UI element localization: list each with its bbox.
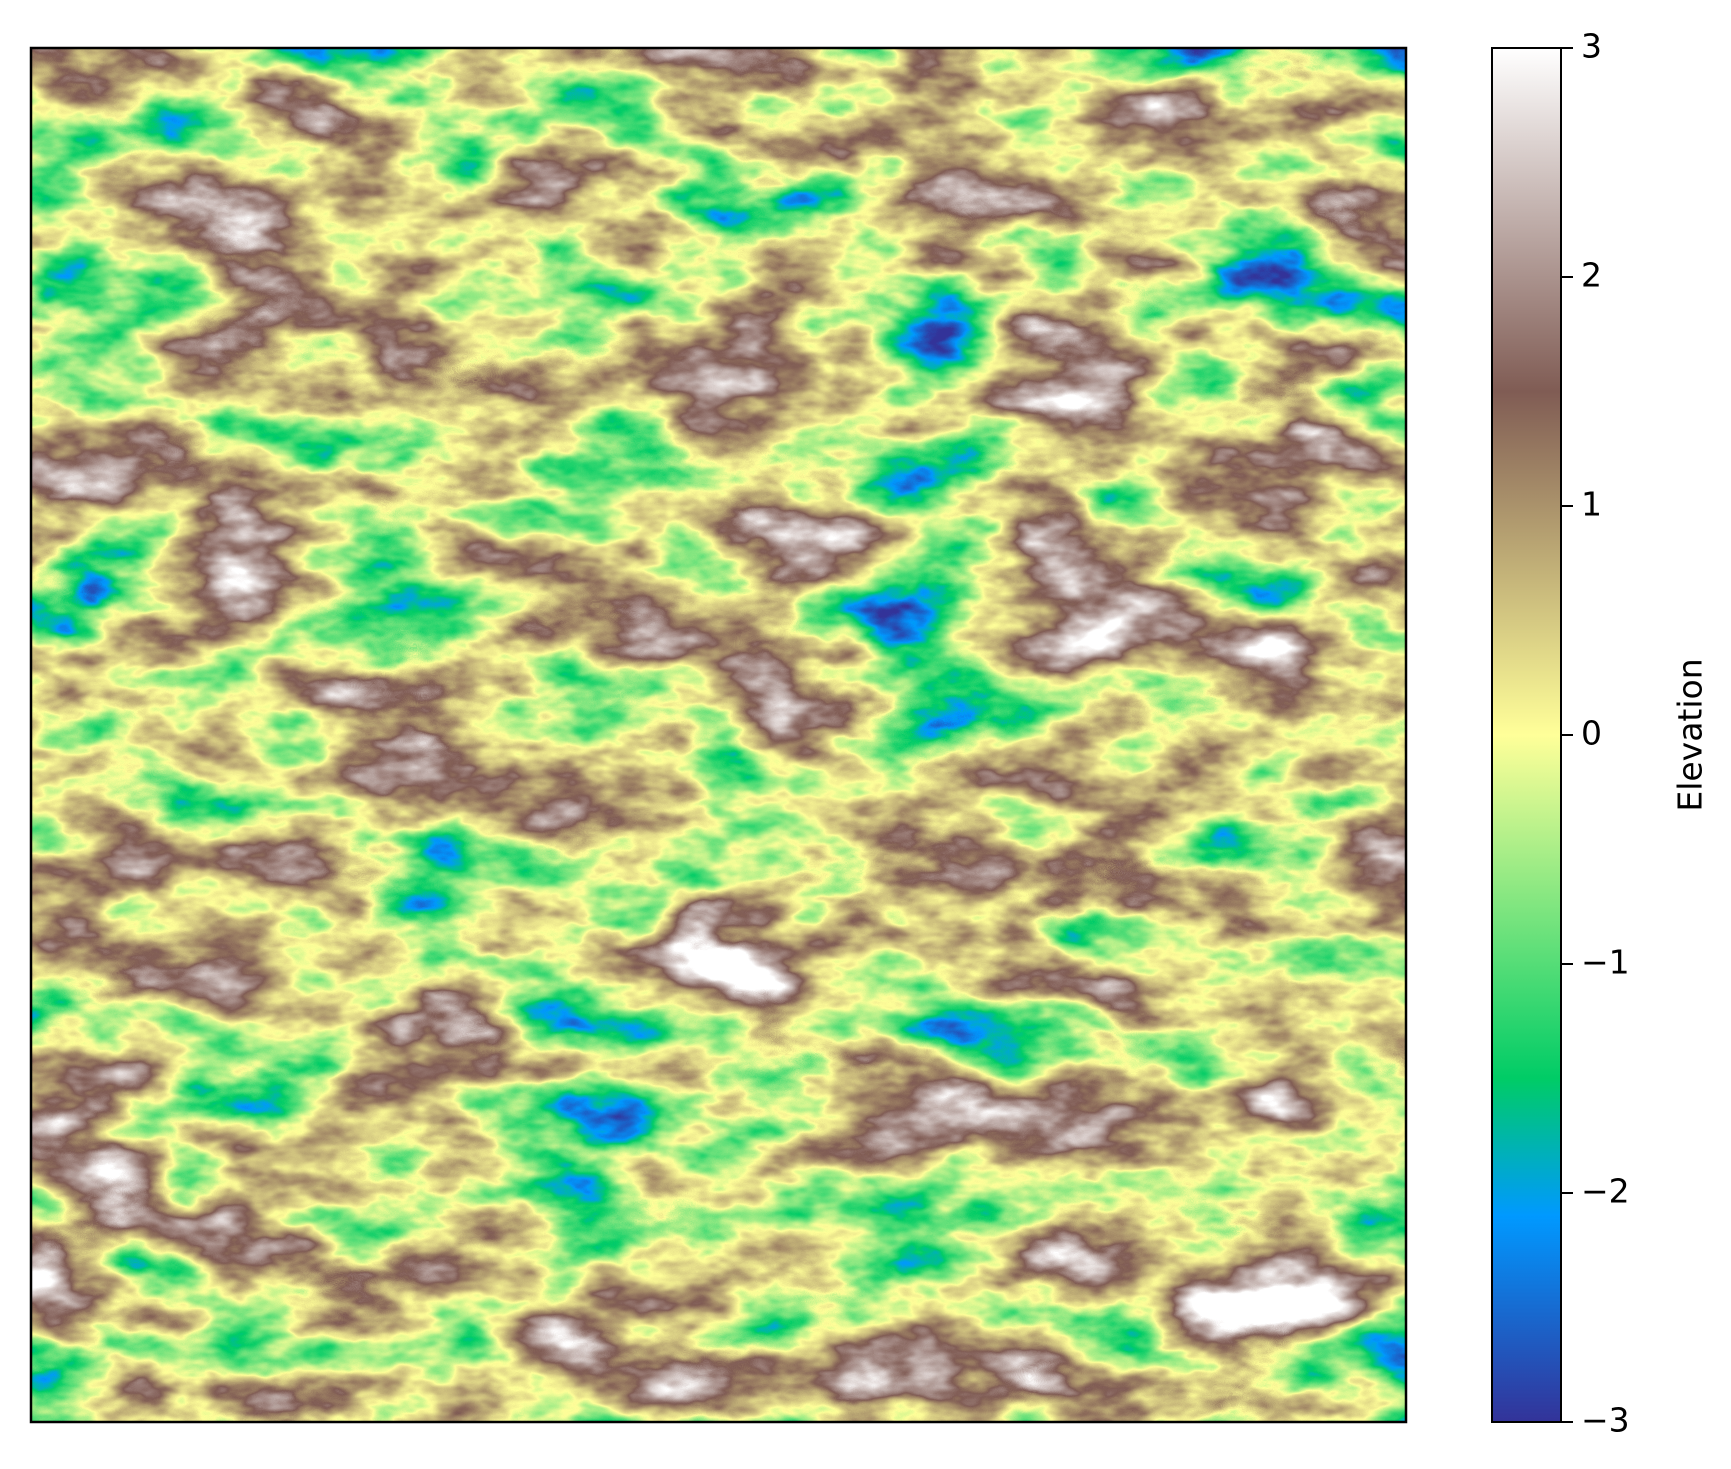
colorbar-tick-label: −3	[1581, 1401, 1630, 1440]
colorbar-tick-label: 0	[1581, 714, 1602, 753]
colorbar-tick-label: −2	[1581, 1172, 1630, 1211]
colorbar-label: Elevation	[1671, 658, 1710, 811]
colorbar-tick-label: 3	[1581, 27, 1602, 66]
colorbar-tick-label: −1	[1581, 943, 1630, 982]
colorbar-tick-label: 2	[1581, 256, 1602, 295]
plot-frame	[29, 46, 1408, 1424]
elevation-image	[31, 48, 1406, 1422]
colorbar-tick-label: 1	[1581, 485, 1602, 524]
colorbar	[1491, 47, 1562, 1423]
